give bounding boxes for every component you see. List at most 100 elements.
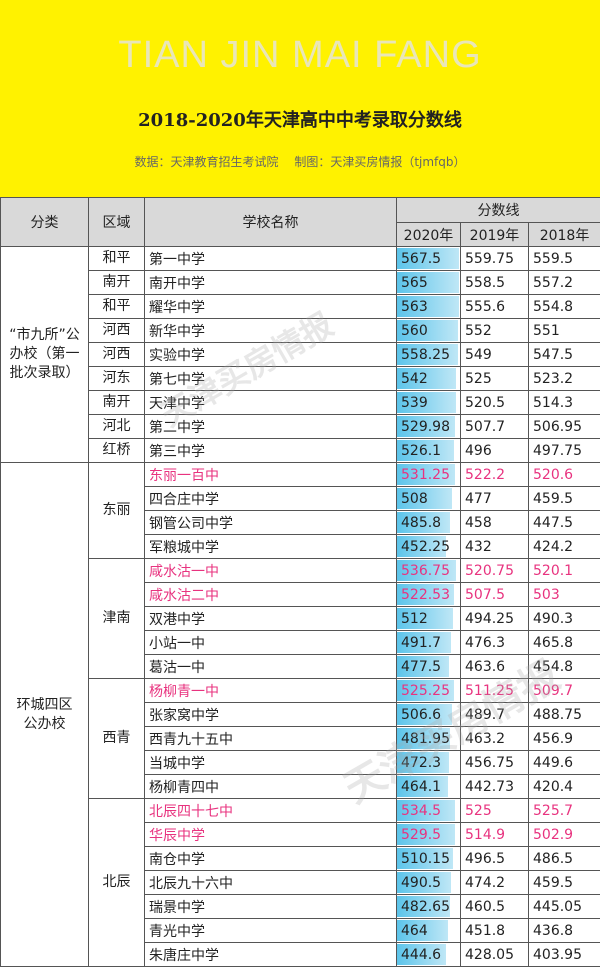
score-2019: 558.5	[461, 271, 529, 295]
score-2020: 477.5	[397, 655, 461, 679]
school-cell: 张家窝中学	[145, 703, 397, 727]
score-2020-text: 464.1	[401, 779, 441, 795]
school-cell: 青光中学	[145, 919, 397, 943]
score-2020: 529.5	[397, 823, 461, 847]
score-2019: 476.3	[461, 631, 529, 655]
score-2019: 463.2	[461, 727, 529, 751]
score-2020: 444.6	[397, 943, 461, 967]
score-2019: 477	[461, 487, 529, 511]
header-school: 学校名称	[145, 198, 397, 247]
score-2020-text: 472.3	[401, 755, 441, 771]
district-cell: 津南	[89, 559, 145, 679]
score-2020-text: 534.5	[401, 803, 441, 819]
district-cell: 河北	[89, 415, 145, 439]
data-source: 数据：天津教育招生考试院	[134, 155, 278, 169]
score-2018: 554.8	[529, 295, 600, 319]
score-2020: 539	[397, 391, 461, 415]
score-2018: 509.7	[529, 679, 600, 703]
score-2019: 511.25	[461, 679, 529, 703]
score-2020-text: 506.6	[401, 707, 441, 723]
district-cell: 红桥	[89, 439, 145, 463]
score-2020-text: 565	[401, 275, 428, 291]
score-2020: 510.15	[397, 847, 461, 871]
score-2018: 506.95	[529, 415, 600, 439]
score-2020: 522.53	[397, 583, 461, 607]
score-2020-text: 512	[401, 611, 428, 627]
score-2020: 563	[397, 295, 461, 319]
score-2018: 502.9	[529, 823, 600, 847]
score-2019: 442.73	[461, 775, 529, 799]
score-2020-text: 560	[401, 323, 428, 339]
district-cell: 北辰	[89, 799, 145, 967]
school-cell: 钢管公司中学	[145, 511, 397, 535]
school-cell: 北辰四十七中	[145, 799, 397, 823]
district-cell: 西青	[89, 679, 145, 799]
district-cell: 河东	[89, 367, 145, 391]
category-cell: “市九所”公办校（第一批次录取）	[1, 247, 89, 463]
source-line: 数据：天津教育招生考试院 制图：天津买房情报（tjmfqb）	[0, 153, 600, 170]
score-2020: 472.3	[397, 751, 461, 775]
score-2020: 506.6	[397, 703, 461, 727]
score-2019: 520.5	[461, 391, 529, 415]
school-cell: 小站一中	[145, 631, 397, 655]
school-cell: 天津中学	[145, 391, 397, 415]
header-year-2018: 2018年	[529, 223, 600, 247]
score-2019: 496	[461, 439, 529, 463]
district-cell: 河西	[89, 319, 145, 343]
score-2018: 520.6	[529, 463, 600, 487]
score-2020-text: 482.65	[401, 899, 450, 915]
school-cell: 第三中学	[145, 439, 397, 463]
chart-credit: 制图：天津买房情报（tjmfqb）	[294, 155, 465, 169]
score-2019: 432	[461, 535, 529, 559]
score-2018: 514.3	[529, 391, 600, 415]
score-2020: 531.25	[397, 463, 461, 487]
score-2019: 520.75	[461, 559, 529, 583]
score-2019: 507.7	[461, 415, 529, 439]
score-2020: 464.1	[397, 775, 461, 799]
score-2019: 458	[461, 511, 529, 535]
school-cell: 咸水沽一中	[145, 559, 397, 583]
score-2020-text: 567.5	[401, 251, 441, 267]
score-2020: 464	[397, 919, 461, 943]
district-cell: 和平	[89, 295, 145, 319]
school-cell: 杨柳青一中	[145, 679, 397, 703]
score-2019: 496.5	[461, 847, 529, 871]
score-2020-text: 525.25	[401, 683, 450, 699]
score-2019: 514.9	[461, 823, 529, 847]
score-2020-text: 508	[401, 491, 428, 507]
district-cell: 和平	[89, 247, 145, 271]
school-cell: 咸水沽二中	[145, 583, 397, 607]
brand-text: TIAN JIN MAI FANG	[0, 34, 600, 77]
score-2018: 465.8	[529, 631, 600, 655]
score-2020: 560	[397, 319, 461, 343]
score-2018: 445.05	[529, 895, 600, 919]
score-2018: 459.5	[529, 487, 600, 511]
score-2020: 529.98	[397, 415, 461, 439]
score-2020-text: 536.75	[401, 563, 450, 579]
score-2018: 551	[529, 319, 600, 343]
school-cell: 第七中学	[145, 367, 397, 391]
score-2020-text: 522.53	[401, 587, 450, 603]
score-2018: 523.2	[529, 367, 600, 391]
score-2020-text: 526.1	[401, 443, 441, 459]
score-2020: 481.95	[397, 727, 461, 751]
score-2020: 536.75	[397, 559, 461, 583]
score-2019: 460.5	[461, 895, 529, 919]
school-cell: 四合庄中学	[145, 487, 397, 511]
score-2018: 490.3	[529, 607, 600, 631]
score-2020: 491.7	[397, 631, 461, 655]
score-2018: 420.4	[529, 775, 600, 799]
score-2020-text: 510.15	[401, 851, 450, 867]
district-cell: 南开	[89, 271, 145, 295]
score-2018: 403.95	[529, 943, 600, 967]
score-2018: 424.2	[529, 535, 600, 559]
score-2020-text: 491.7	[401, 635, 441, 651]
